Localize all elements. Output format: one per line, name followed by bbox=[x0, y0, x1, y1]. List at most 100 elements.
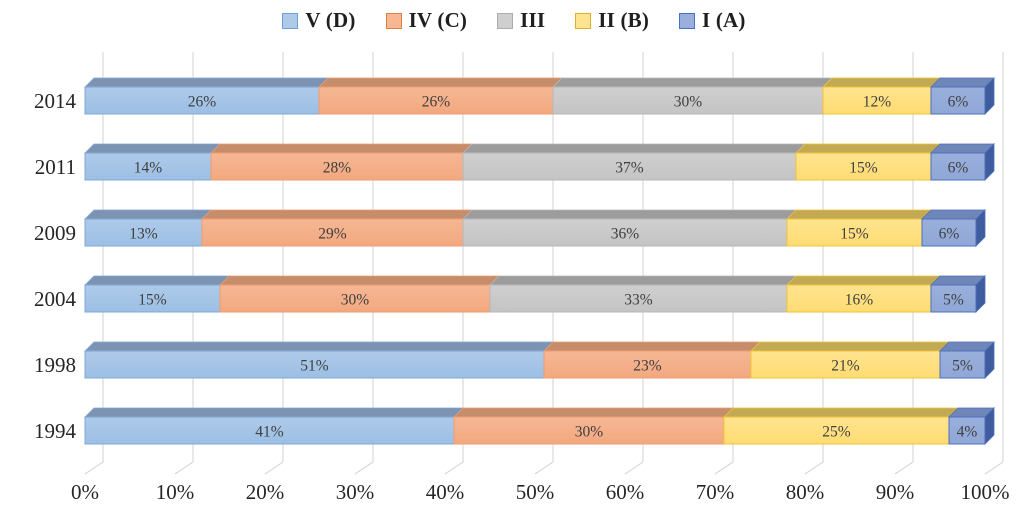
bar-segment-top-face bbox=[210, 143, 473, 154]
gridline-foot bbox=[534, 461, 554, 475]
bar-segment-top-face bbox=[930, 77, 995, 88]
segment-value-label: 30% bbox=[575, 424, 604, 441]
segment-value-label: 36% bbox=[611, 226, 640, 243]
x-tick-label: 50% bbox=[516, 480, 555, 504]
bar-segment-top-face bbox=[786, 275, 941, 286]
segment-value-label: 14% bbox=[134, 160, 163, 177]
segment-value-label: 37% bbox=[615, 160, 644, 177]
x-tick-label: 0% bbox=[71, 480, 99, 504]
bar-segment bbox=[939, 350, 986, 379]
bar-segment bbox=[210, 152, 464, 181]
bar-segment bbox=[552, 86, 824, 115]
bar-segment-top-face bbox=[489, 275, 797, 286]
bar-segment-top-face bbox=[219, 275, 500, 286]
segment-value-label: 26% bbox=[422, 94, 451, 111]
y-category-label: 1998 bbox=[34, 353, 76, 377]
segment-value-label: 28% bbox=[323, 160, 352, 177]
segment-value-label: 30% bbox=[341, 292, 370, 309]
segment-value-label: 25% bbox=[822, 424, 851, 441]
segment-value-label: 15% bbox=[138, 292, 167, 309]
segment-value-label: 4% bbox=[957, 424, 978, 441]
bar-segment-top-face bbox=[453, 407, 734, 418]
bar-segment bbox=[948, 416, 986, 445]
bar-segment-top-face bbox=[921, 209, 986, 220]
bar-segment-top-face bbox=[84, 275, 230, 286]
bar-segment bbox=[84, 284, 221, 313]
segment-value-label: 5% bbox=[952, 358, 973, 375]
x-tick-label: 30% bbox=[336, 480, 375, 504]
x-tick-label: 90% bbox=[876, 480, 915, 504]
chart-legend: V (D) IV (C) III II (B) I (A) bbox=[0, 8, 1028, 33]
bar-segment-top-face bbox=[930, 143, 995, 154]
legend-swatch-icon bbox=[679, 12, 696, 29]
bar-segment bbox=[462, 152, 797, 181]
legend-item: V (D) bbox=[282, 8, 355, 33]
legend-label: I (A) bbox=[702, 8, 746, 32]
y-category-label: 2014 bbox=[34, 89, 77, 113]
segment-value-label: 12% bbox=[863, 94, 892, 111]
bar-segment-top-face bbox=[318, 77, 563, 88]
legend-label: II (B) bbox=[598, 8, 650, 32]
gridline-foot bbox=[984, 461, 1004, 475]
bar-segment-top-face bbox=[822, 77, 941, 88]
segment-value-label: 21% bbox=[831, 358, 860, 375]
bar-segment bbox=[543, 350, 752, 379]
y-category-label: 2004 bbox=[34, 287, 77, 311]
gridline-foot bbox=[84, 461, 104, 475]
legend-swatch-icon bbox=[497, 12, 514, 29]
segment-value-label: 29% bbox=[318, 226, 347, 243]
bar-segment bbox=[921, 218, 977, 247]
bar-segment-top-face bbox=[543, 341, 761, 352]
segment-value-label: 13% bbox=[129, 226, 158, 243]
gridline-foot bbox=[174, 461, 194, 475]
segment-value-label: 33% bbox=[624, 292, 653, 309]
x-tick-label: 80% bbox=[786, 480, 825, 504]
gridline-foot bbox=[264, 461, 284, 475]
segment-value-label: 6% bbox=[948, 94, 969, 111]
bar-segment bbox=[930, 152, 986, 181]
y-category-label: 2009 bbox=[34, 221, 76, 245]
bar-segment-top-face bbox=[84, 77, 329, 88]
bar-segment-top-face bbox=[786, 209, 932, 220]
y-category-label: 2011 bbox=[35, 155, 76, 179]
bar-segment bbox=[84, 350, 545, 379]
segment-value-label: 51% bbox=[300, 358, 329, 375]
bar-segment bbox=[786, 218, 923, 247]
gridline-foot bbox=[804, 461, 824, 475]
segment-value-label: 15% bbox=[840, 226, 869, 243]
gridline-foot bbox=[444, 461, 464, 475]
segment-value-label: 15% bbox=[849, 160, 878, 177]
bar-segment-top-face bbox=[462, 143, 806, 154]
bar-segment bbox=[453, 416, 725, 445]
bar-segment bbox=[318, 86, 554, 115]
segment-value-label: 26% bbox=[188, 94, 217, 111]
bar-segment-top-face bbox=[750, 341, 950, 352]
x-tick-label: 40% bbox=[426, 480, 465, 504]
y-category-label: 1994 bbox=[34, 419, 77, 443]
legend-swatch-icon bbox=[385, 12, 402, 29]
bar-segment bbox=[489, 284, 788, 313]
segment-value-label: 41% bbox=[255, 424, 284, 441]
legend-item: III bbox=[497, 8, 545, 33]
legend-label: III bbox=[520, 8, 546, 32]
x-tick-label: 70% bbox=[696, 480, 735, 504]
bar-segment-top-face bbox=[84, 209, 212, 220]
segment-value-label: 30% bbox=[674, 94, 703, 111]
legend-label: IV (C) bbox=[408, 8, 468, 32]
x-tick-label: 10% bbox=[156, 480, 195, 504]
bar-segment-top-face bbox=[723, 407, 959, 418]
bar-segment bbox=[795, 152, 932, 181]
bar-segment-top-face bbox=[84, 143, 221, 154]
legend-item: IV (C) bbox=[385, 8, 468, 33]
bar-segment bbox=[219, 284, 491, 313]
bar-segment bbox=[462, 218, 788, 247]
bar-segment bbox=[930, 86, 986, 115]
x-tick-label: 20% bbox=[246, 480, 285, 504]
bar-segment-top-face bbox=[552, 77, 833, 88]
bar-segment-top-face bbox=[84, 341, 554, 352]
bar-segment bbox=[201, 218, 464, 247]
legend-swatch-icon bbox=[575, 12, 592, 29]
bar-segment bbox=[84, 416, 455, 445]
bar-segment bbox=[84, 218, 203, 247]
